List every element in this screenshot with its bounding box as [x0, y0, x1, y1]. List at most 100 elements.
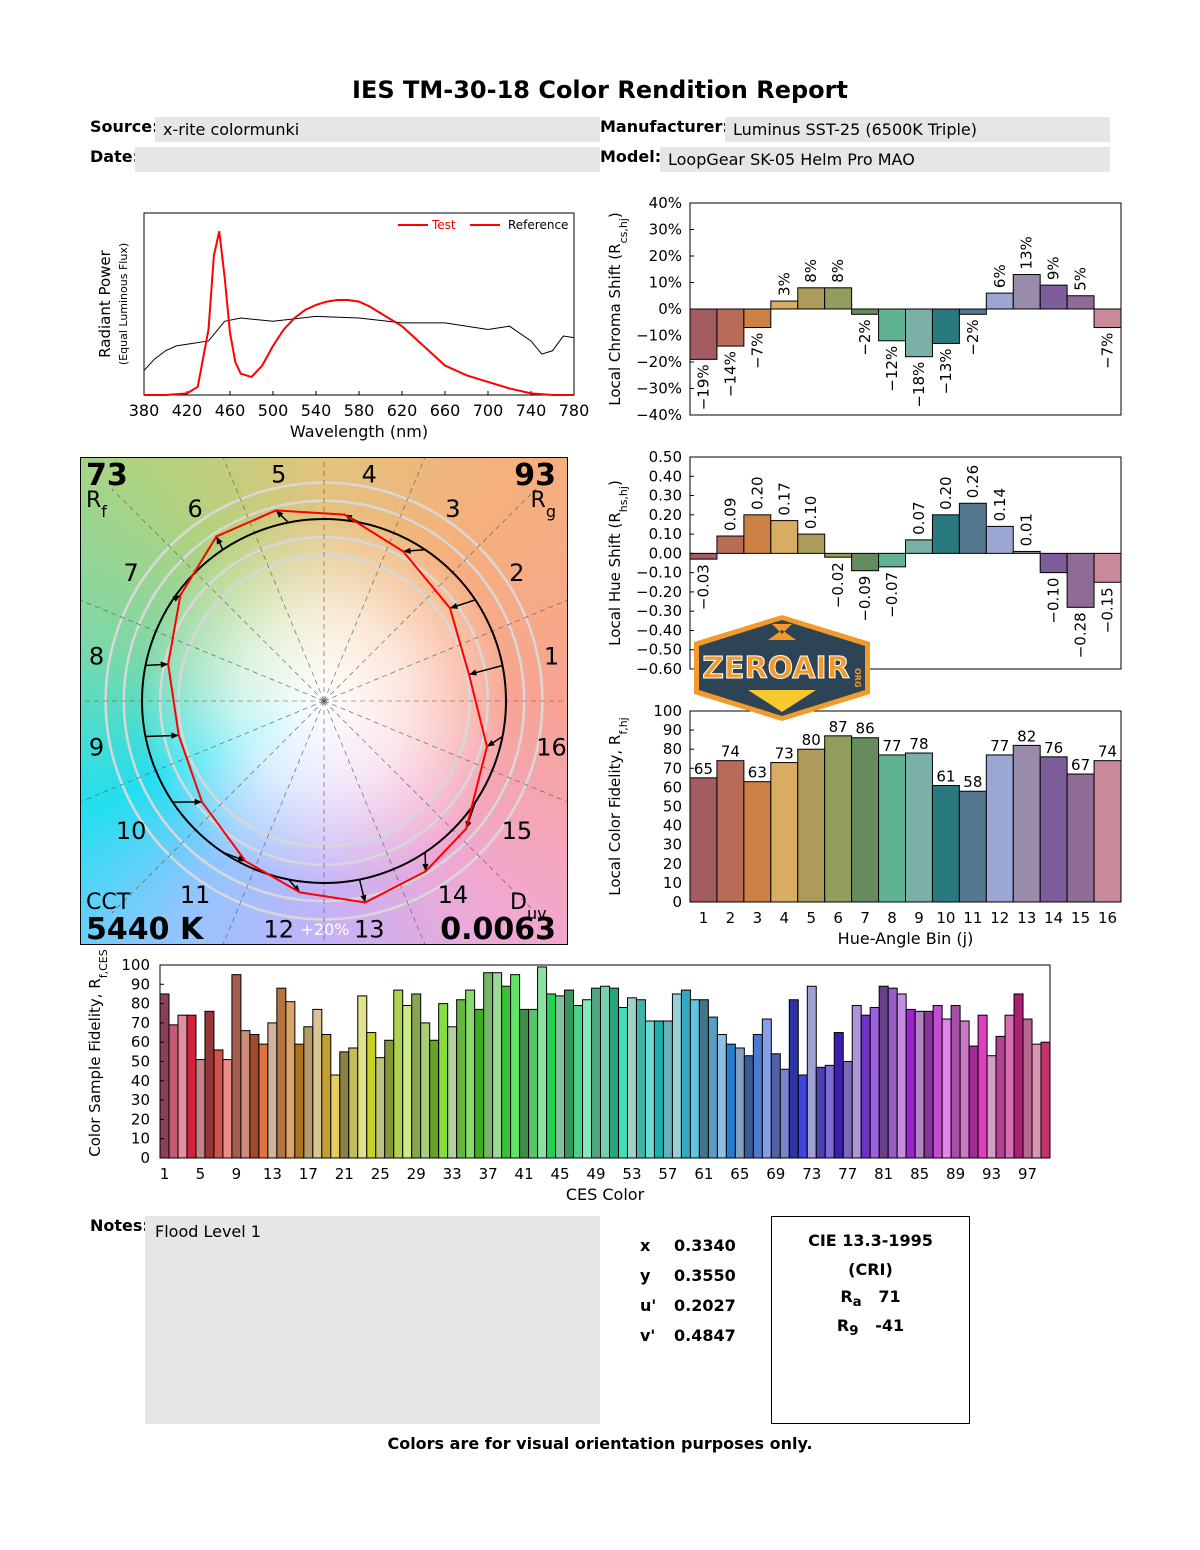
cri-title: CIE 13.3-1995 [808, 1231, 933, 1250]
x-tick-label: 85 [910, 1165, 929, 1183]
x-tick-label: 620 [387, 401, 418, 420]
x-tick-label: 780 [559, 401, 590, 420]
ra-label: R [840, 1287, 853, 1306]
bar-bin-2 [716, 308, 745, 347]
bar-value-label: −13% [937, 348, 955, 394]
x-tick-label: 8 [887, 909, 897, 927]
bar-bin-3 [743, 308, 772, 329]
legend-reference-label: Reference [508, 218, 568, 232]
bar-bin-4 [770, 762, 799, 903]
x-tick-label: 420 [172, 401, 203, 420]
ces-bar-7 [213, 1049, 224, 1159]
bar-value-label: 87 [829, 718, 848, 736]
bar-value-label: −7% [1099, 333, 1117, 369]
ces-bar-94 [995, 1035, 1006, 1159]
y-tick-label: 0.10 [649, 525, 682, 543]
bin-number-label: 8 [89, 643, 104, 671]
y-tick-label: 20% [649, 247, 682, 265]
y-tick-label: −0.60 [636, 660, 682, 678]
chromaticity-row: v' 0.4847 [640, 1326, 736, 1356]
ces-bar-37 [483, 972, 494, 1159]
y-tick-label: 40 [131, 1072, 150, 1090]
bar-bin-1 [689, 777, 718, 903]
hue-shift-chart: −0.60−0.50−0.40−0.30−0.20−0.100.000.100.… [606, 448, 1122, 678]
reference-spectrum-line [143, 315, 575, 371]
bin-number-label: 5 [271, 460, 286, 488]
ces-bar-25 [375, 1057, 386, 1159]
arrow-head [216, 536, 223, 545]
notes-field: Flood Level 1 [145, 1216, 600, 1424]
ces-bar-35 [465, 989, 476, 1159]
y-tick-label: 60 [663, 778, 682, 796]
bar-bin-5 [797, 533, 826, 554]
x-axis-label: Wavelength (nm) [290, 422, 428, 441]
bar-bin-10 [931, 308, 960, 344]
x-tick-label: 15 [1071, 909, 1090, 927]
y-axis-label: Radiant Power [96, 249, 114, 358]
ces-bar-2 [168, 1024, 179, 1159]
bar-value-label: −7% [748, 333, 766, 369]
x-tick-label: 45 [551, 1165, 570, 1183]
ces-bar-23 [357, 995, 368, 1159]
ces-bar-29 [411, 993, 422, 1159]
x-tick-label: 14 [1044, 909, 1063, 927]
bar-bin-12 [985, 754, 1014, 903]
bar-value-label: 67 [1071, 756, 1090, 774]
duv-label: Duv [510, 890, 547, 923]
y-tick-label: 40 [663, 817, 682, 835]
ces-bar-79 [860, 1014, 871, 1159]
ra-sub: a [852, 1295, 862, 1311]
x-tick-label: 21 [335, 1165, 354, 1183]
x-tick-label: 11 [963, 909, 982, 927]
chroma-shift-chart: −40% −30% −20% −10% 0% 10% 20% 30% 40% −19% −14% −7… [606, 194, 1122, 424]
bar-bin-1 [689, 308, 718, 360]
x-tick-label: 97 [1018, 1165, 1037, 1183]
bin-boundary-line [323, 700, 567, 802]
x-tick-label: 500 [258, 401, 289, 420]
x-tick-label: 16 [1098, 909, 1117, 927]
x-tick-label: 5 [196, 1165, 206, 1183]
ces-bar-1 [159, 993, 170, 1159]
ces-bar-67 [752, 1033, 763, 1159]
bar-bin-12 [985, 525, 1014, 554]
ces-bar-43 [537, 966, 548, 1159]
ces-bar-82 [887, 987, 898, 1159]
y-tick-label: 50 [663, 798, 682, 816]
ces-bar-73 [806, 985, 817, 1159]
x-tick-label: 9 [914, 909, 924, 927]
ces-bar-57 [662, 1020, 673, 1159]
test-spectrum-line [144, 230, 574, 396]
bar-value-label: 0.26 [964, 465, 982, 498]
ces-bar-44 [546, 993, 557, 1159]
chromaticity-row: u' 0.2027 [640, 1296, 736, 1326]
chromaticity-row: y 0.3550 [640, 1266, 736, 1296]
color-vector-graphic: 1 2 3 4 5 6 7 8 9 10 11 12 13 14 15 16 73 Rf 93 Rg CCT 5440 K… [80, 457, 568, 945]
bar-value-label: 58 [963, 773, 982, 791]
ces-bar-19 [321, 1033, 332, 1159]
rg-value: 93 [514, 458, 556, 493]
bin-number-label: 3 [445, 495, 460, 523]
bar-bin-5 [797, 287, 826, 310]
ces-bar-65 [734, 1047, 745, 1159]
ces-bar-27 [393, 989, 404, 1159]
bar-bin-8 [878, 552, 906, 568]
ces-bar-64 [725, 1043, 736, 1159]
bar-value-label: 13% [1018, 236, 1036, 269]
ces-bar-80 [869, 1006, 880, 1159]
ces-bar-15 [285, 1001, 296, 1159]
x-tick-label: 380 [129, 401, 160, 420]
x-tick-label: 13 [1017, 909, 1036, 927]
x-tick-label: 580 [344, 401, 375, 420]
bar-bin-11 [958, 502, 987, 554]
ces-bar-33 [447, 1026, 458, 1159]
arrow-head [171, 732, 179, 739]
bin-number-label: 6 [187, 495, 202, 523]
y-tick-label: 30 [131, 1091, 150, 1109]
coord-value: 0.2027 [674, 1296, 736, 1315]
x-tick-label: 73 [802, 1165, 821, 1183]
ces-bar-70 [779, 1068, 790, 1159]
ces-bar-46 [564, 989, 575, 1159]
ces-bar-22 [348, 1047, 359, 1159]
x-tick-label: 740 [516, 401, 547, 420]
bar-value-label: 77 [990, 737, 1009, 755]
